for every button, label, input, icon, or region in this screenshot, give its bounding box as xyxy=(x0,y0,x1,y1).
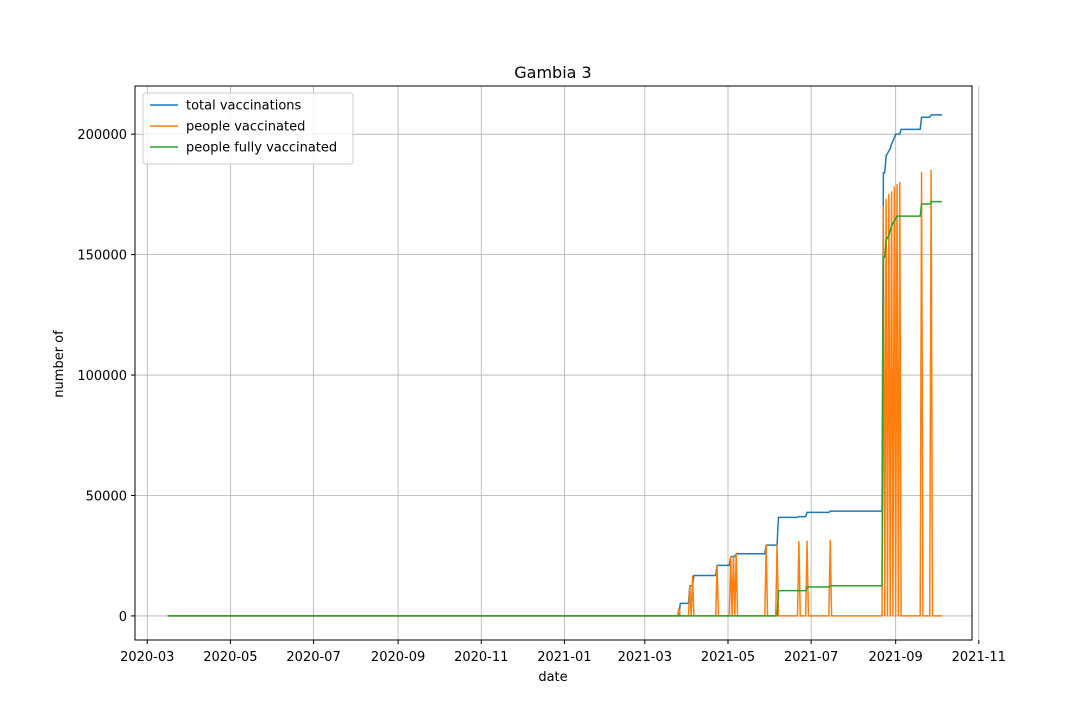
y-tick-label: 0 xyxy=(119,610,127,625)
x-axis-ticks: 2020-03 2020-05 2020-07 2020-09 2020-11 2021-… xyxy=(120,640,1006,665)
series-line-2 xyxy=(167,169,943,617)
y-axis-ticks: 0 50000 100000 150000 200000 xyxy=(77,128,135,625)
x-tick-label: 2020-05 xyxy=(203,650,257,665)
legend: total vaccinations people vaccinated peopl… xyxy=(142,92,354,165)
x-tick-label: 2021-07 xyxy=(784,650,838,665)
series-lines xyxy=(167,114,943,617)
y-tick-label: 200000 xyxy=(77,128,127,143)
legend-label: people vaccinated xyxy=(186,120,305,135)
x-tick-label: 2020-09 xyxy=(371,650,425,665)
legend-box xyxy=(142,92,354,165)
x-axis-label: date xyxy=(538,670,567,685)
x-tick-label: 2021-01 xyxy=(537,650,591,665)
y-tick-label: 100000 xyxy=(77,369,127,384)
x-tick-label: 2020-11 xyxy=(454,650,508,665)
x-tick-label: 2021-03 xyxy=(618,650,672,665)
x-tick-label: 2020-03 xyxy=(120,650,174,665)
x-tick-label: 2020-07 xyxy=(286,650,340,665)
plot-frame xyxy=(134,85,973,641)
series-line-1 xyxy=(167,114,943,617)
y-tick-label: 50000 xyxy=(86,489,127,504)
x-tick-label: 2021-11 xyxy=(952,650,1006,665)
y-tick-label: 150000 xyxy=(77,249,127,264)
legend-label: people fully vaccinated xyxy=(186,141,337,156)
series-line-3 xyxy=(167,200,943,617)
x-tick-label: 2021-05 xyxy=(701,650,755,665)
x-tick-label: 2021-09 xyxy=(868,650,922,665)
chart-title: Gambia 3 xyxy=(514,63,591,82)
legend-label: total vaccinations xyxy=(186,99,302,114)
y-axis-label: number of xyxy=(52,330,67,398)
